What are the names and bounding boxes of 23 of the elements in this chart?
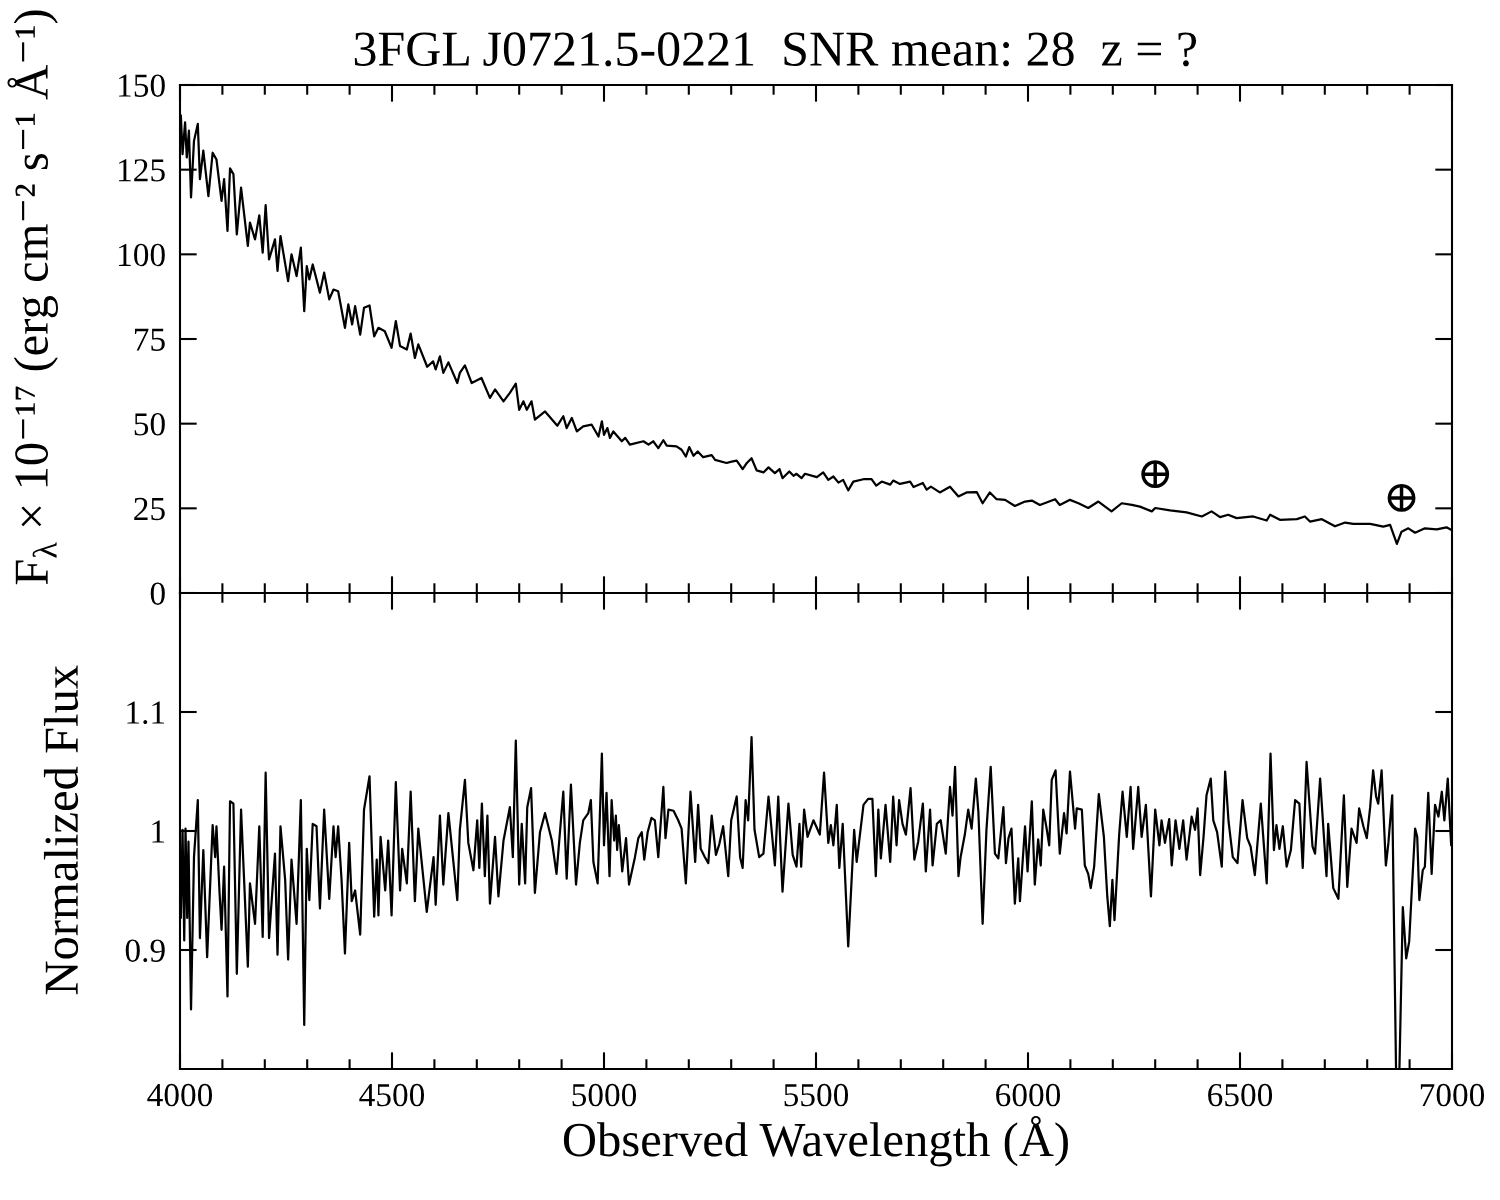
y-axis-title: Normalized Flux <box>43 665 79 995</box>
y-tick-label: 0.9 <box>125 939 165 963</box>
y-tick-label: 1 <box>152 820 165 843</box>
x-tick-label: 7000 <box>1420 1083 1485 1107</box>
y-tick-label: 150 <box>119 74 165 97</box>
y-tick-label: 125 <box>119 159 165 182</box>
x-tick-label: 6500 <box>1208 1083 1273 1107</box>
y-tick-label: 100 <box>119 243 165 267</box>
y-tick-label: 0 <box>150 582 165 605</box>
x-tick-label: 4500 <box>359 1083 425 1107</box>
x-tick-label: 5500 <box>784 1083 849 1107</box>
annotation: ⊕ <box>1387 483 1416 512</box>
x-tick-label: 4000 <box>147 1083 213 1107</box>
x-tick-label: 5000 <box>572 1083 637 1107</box>
annotation: ⊕ <box>1141 460 1170 489</box>
y-axis-title: Fλ × 10⁻¹⁷ (erg cm⁻² s⁻¹ Å⁻¹) <box>7 10 58 585</box>
y-tick-label: 75 <box>134 328 165 351</box>
chart-title: 3FGL J0721.5-0221 SNR mean: 28 z = ? <box>354 32 1197 67</box>
x-axis-title: Observed Wavelength (Å) <box>563 1115 1068 1167</box>
y-tick-label: 1.1 <box>127 701 165 725</box>
y-tick-label: 50 <box>134 413 165 436</box>
x-tick-label: 6000 <box>996 1083 1061 1107</box>
y-tick-label: 25 <box>134 497 165 521</box>
